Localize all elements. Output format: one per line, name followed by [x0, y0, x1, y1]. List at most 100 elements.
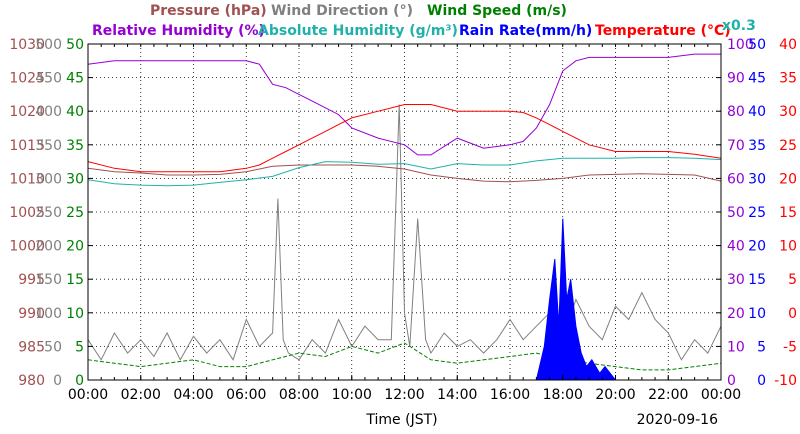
y-tick-label-wind-direction: 300: [35, 171, 62, 187]
y-tick-label-rain-rate: 45: [748, 71, 766, 87]
y-tick-label-wind-speed: 5: [75, 339, 84, 355]
y-tick-label-wind-speed: 10: [66, 306, 84, 322]
y-tick-label-relative-humidity: 90: [727, 71, 745, 87]
y-tick-label-relative-humidity: 80: [727, 104, 745, 120]
y-tick-label-wind-speed: 50: [66, 37, 84, 53]
x-tick-label: 12:00: [384, 387, 424, 403]
y-tick-label-rain-rate: 25: [748, 205, 766, 221]
y-tick-label-pressure: 1010: [9, 171, 45, 187]
y-tick-label-wind-direction: 150: [35, 272, 62, 288]
header-wind-direction: Wind Direction (°): [271, 3, 413, 19]
y-tick-label-rain-rate: 50: [748, 37, 766, 53]
y-tick-label-rain-rate: 40: [748, 104, 766, 120]
series-relative-humidity: [87, 53, 721, 156]
x-tick-label: 20:00: [595, 387, 635, 403]
y-tick-label-wind-direction: 250: [35, 205, 62, 221]
y-tick-label-temperature: -5: [783, 339, 797, 355]
y-tick-label-wind-direction: 50: [44, 339, 62, 355]
y-tick-label-temperature: -10: [774, 373, 797, 389]
y-tick-label-pressure: 995: [18, 272, 45, 288]
y-tick-label-rain-rate: 35: [748, 138, 766, 154]
series-wind-speed: [87, 342, 722, 371]
y-tick-label-rain-rate: 10: [748, 306, 766, 322]
x-tick-label: 04:00: [173, 387, 213, 403]
y-axes: 9809859909951000100510101015102010251030…: [9, 37, 797, 389]
y-tick-label-pressure: 1020: [9, 104, 45, 120]
y-tick-label-pressure: 1030: [9, 37, 45, 53]
y-tick-label-wind-direction: 500: [35, 37, 62, 53]
y-tick-label-wind-speed: 40: [66, 104, 84, 120]
header-rain-rate: Rain Rate(mm/h): [459, 23, 592, 39]
chart-grid: [88, 44, 721, 380]
y-tick-label-pressure: 990: [18, 306, 45, 322]
x-tick-label: 00:00: [68, 387, 108, 403]
y-tick-label-temperature: 30: [779, 104, 797, 120]
y-tick-label-relative-humidity: 30: [727, 272, 745, 288]
y-tick-label-rain-rate: 20: [748, 239, 766, 255]
x-tick-label: 06:00: [226, 387, 266, 403]
y-tick-label-temperature: 15: [779, 205, 797, 221]
header-absolute-humidity: Absolute Humidity (g/m³): [258, 23, 458, 39]
x-tick-label: 08:00: [279, 387, 319, 403]
header-temperature: Temperature (°C): [595, 23, 731, 39]
y-tick-label-temperature: 25: [779, 138, 797, 154]
y-tick-label-wind-speed: 30: [66, 171, 84, 187]
y-tick-label-wind-direction: 200: [35, 239, 62, 255]
y-tick-label-temperature: 0: [788, 306, 797, 322]
y-tick-label-relative-humidity: 0: [727, 373, 736, 389]
y-tick-label-temperature: 35: [779, 71, 797, 87]
y-tick-label-pressure: 1025: [9, 71, 45, 87]
y-tick-label-temperature: 10: [779, 239, 797, 255]
header-wind-speed: Wind Speed (m/s): [427, 3, 567, 19]
y-tick-label-pressure: 1005: [9, 205, 45, 221]
y-tick-label-wind-direction: 450: [35, 71, 62, 87]
series-absolute-humidity: [87, 157, 722, 187]
y-tick-label-wind-speed: 45: [66, 71, 84, 87]
y-tick-label-relative-humidity: 60: [727, 171, 745, 187]
x-tick-label: 02:00: [121, 387, 161, 403]
y-tick-label-relative-humidity: 20: [727, 306, 745, 322]
x-tick-label: 10:00: [332, 387, 372, 403]
x-tick-label: 22:00: [648, 387, 688, 403]
y-tick-label-wind-direction: 350: [35, 138, 62, 154]
y-tick-label-relative-humidity: 40: [727, 239, 745, 255]
y-tick-label-relative-humidity: 70: [727, 138, 745, 154]
series-pressure: [87, 164, 722, 183]
x-tick-label: 00:00: [701, 387, 741, 403]
y-tick-label-temperature: 40: [779, 37, 797, 53]
y-tick-label-wind-speed: 20: [66, 239, 84, 255]
header-multiplier: x0.3: [722, 18, 756, 34]
y-tick-label-wind-speed: 35: [66, 138, 84, 154]
y-tick-label-relative-humidity: 10: [727, 339, 745, 355]
series-rain-rate: [88, 218, 721, 381]
chart-series: [87, 53, 722, 381]
x-tick-label: 18:00: [543, 387, 583, 403]
date-label: 2020-09-16: [637, 412, 718, 428]
y-tick-label-rain-rate: 5: [757, 339, 766, 355]
y-tick-label-rain-rate: 0: [757, 373, 766, 389]
y-tick-label-pressure: 1000: [9, 239, 45, 255]
header-relative-humidity: Relative Humidity (%): [92, 23, 265, 39]
header-pressure: Pressure (hPa): [150, 3, 267, 19]
y-tick-label-wind-direction: 400: [35, 104, 62, 120]
y-tick-label-wind-speed: 0: [75, 373, 84, 389]
y-tick-label-temperature: 20: [779, 171, 797, 187]
series-temperature: [87, 104, 722, 173]
y-tick-label-rain-rate: 15: [748, 272, 766, 288]
y-tick-label-wind-speed: 25: [66, 205, 84, 221]
series-wind-direction: [87, 104, 722, 361]
y-tick-label-temperature: 5: [788, 272, 797, 288]
x-tick-label: 14:00: [437, 387, 477, 403]
y-tick-label-pressure: 985: [18, 339, 45, 355]
y-tick-label-wind-direction: 0: [53, 373, 62, 389]
x-tick-label: 16:00: [490, 387, 530, 403]
y-tick-label-rain-rate: 30: [748, 171, 766, 187]
chart-header: Pressure (hPa) Wind Direction (°) Wind S…: [92, 3, 756, 39]
x-axis: 00:00 02:00 04:00 06:00 08:00 10:00 12:00 14:00…: [68, 44, 741, 403]
y-tick-label-relative-humidity: 100: [727, 37, 754, 53]
y-tick-label-pressure: 1015: [9, 138, 45, 154]
x-axis-label: Time (JST): [365, 412, 437, 428]
y-tick-label-wind-direction: 100: [35, 306, 62, 322]
y-tick-label-pressure: 980: [18, 373, 45, 389]
